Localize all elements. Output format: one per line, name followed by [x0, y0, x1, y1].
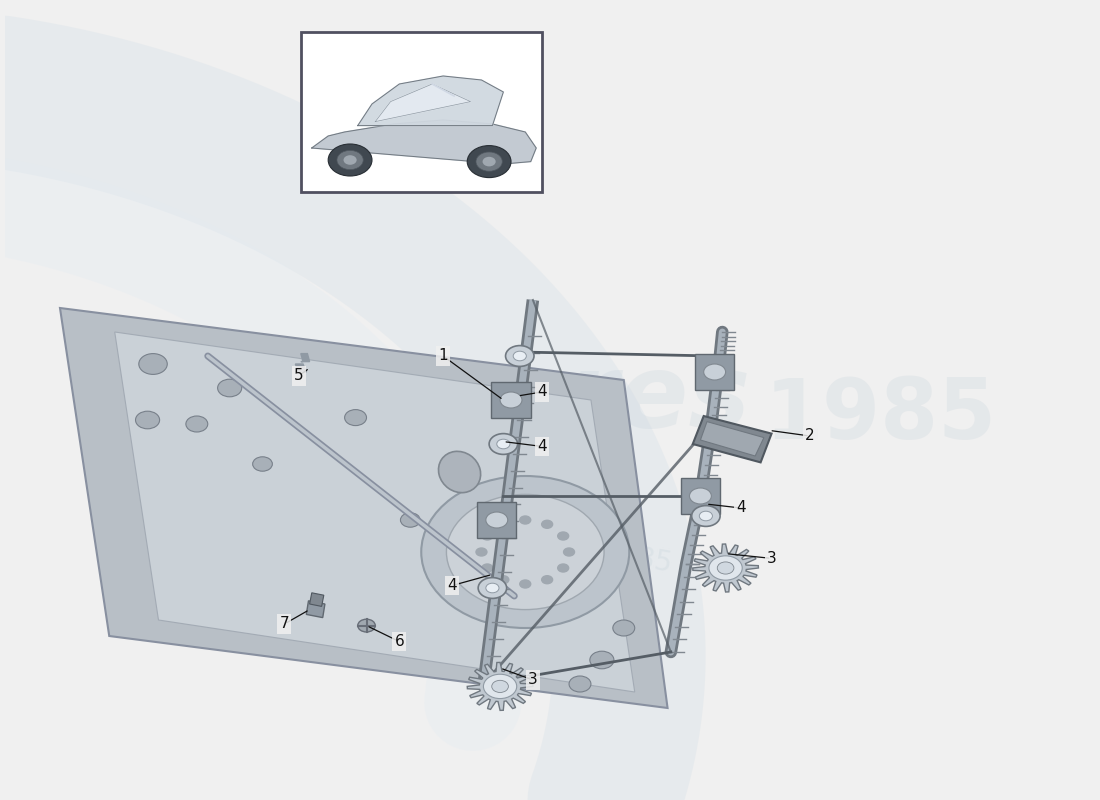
Circle shape	[482, 532, 493, 540]
Polygon shape	[295, 364, 306, 372]
Circle shape	[710, 556, 742, 580]
Polygon shape	[60, 308, 668, 708]
Polygon shape	[114, 332, 635, 692]
Circle shape	[486, 583, 499, 593]
Polygon shape	[701, 422, 763, 456]
Text: a passion for parts since 1985: a passion for parts since 1985	[256, 478, 674, 578]
Text: eurospares: eurospares	[92, 350, 750, 450]
FancyBboxPatch shape	[300, 32, 541, 192]
Circle shape	[690, 488, 712, 504]
Text: 4: 4	[447, 578, 456, 593]
Polygon shape	[681, 478, 720, 514]
Circle shape	[421, 476, 629, 628]
Circle shape	[520, 580, 530, 588]
Polygon shape	[693, 416, 771, 462]
Circle shape	[700, 511, 713, 521]
Circle shape	[186, 416, 208, 432]
Circle shape	[498, 576, 509, 584]
Circle shape	[139, 354, 167, 374]
Polygon shape	[311, 120, 536, 164]
Text: 4: 4	[537, 385, 547, 399]
Circle shape	[253, 457, 273, 471]
Circle shape	[506, 346, 534, 366]
Circle shape	[514, 351, 526, 361]
Circle shape	[541, 520, 552, 528]
Circle shape	[400, 513, 420, 527]
Polygon shape	[477, 502, 517, 538]
Text: 2: 2	[805, 429, 815, 443]
Ellipse shape	[439, 451, 481, 493]
Text: 1: 1	[438, 349, 448, 363]
Circle shape	[328, 144, 372, 176]
Circle shape	[563, 548, 574, 556]
Circle shape	[492, 680, 508, 693]
Circle shape	[486, 512, 508, 528]
Circle shape	[490, 434, 518, 454]
Text: 3: 3	[767, 551, 777, 566]
Circle shape	[483, 674, 517, 698]
Circle shape	[498, 520, 509, 528]
Circle shape	[337, 150, 363, 170]
Circle shape	[569, 676, 591, 692]
Polygon shape	[695, 354, 735, 390]
Circle shape	[497, 439, 510, 449]
Circle shape	[358, 619, 375, 632]
Circle shape	[541, 576, 552, 584]
Circle shape	[613, 620, 635, 636]
Circle shape	[218, 379, 242, 397]
Circle shape	[482, 564, 493, 572]
Polygon shape	[358, 76, 504, 126]
Circle shape	[500, 392, 522, 408]
Polygon shape	[468, 662, 532, 710]
Circle shape	[468, 146, 512, 178]
Polygon shape	[309, 593, 323, 606]
Circle shape	[478, 578, 507, 598]
Circle shape	[590, 651, 614, 669]
Text: 5: 5	[294, 369, 304, 383]
Text: 1985: 1985	[764, 375, 997, 457]
Circle shape	[135, 411, 160, 429]
Circle shape	[558, 564, 569, 572]
Circle shape	[344, 410, 366, 426]
Circle shape	[704, 364, 726, 380]
Text: 3: 3	[528, 673, 538, 687]
Circle shape	[447, 494, 604, 610]
Circle shape	[483, 157, 496, 166]
Circle shape	[717, 562, 734, 574]
Polygon shape	[375, 84, 471, 122]
Polygon shape	[300, 354, 309, 362]
Circle shape	[343, 155, 356, 165]
Text: 4: 4	[736, 501, 746, 515]
Text: 7: 7	[279, 617, 289, 631]
Polygon shape	[693, 544, 758, 592]
Circle shape	[476, 152, 503, 171]
Text: 6: 6	[395, 634, 404, 649]
Circle shape	[520, 516, 530, 524]
Circle shape	[558, 532, 569, 540]
Polygon shape	[492, 382, 530, 418]
Circle shape	[476, 548, 487, 556]
Polygon shape	[306, 601, 324, 618]
Text: 4: 4	[537, 439, 547, 454]
Circle shape	[692, 506, 720, 526]
